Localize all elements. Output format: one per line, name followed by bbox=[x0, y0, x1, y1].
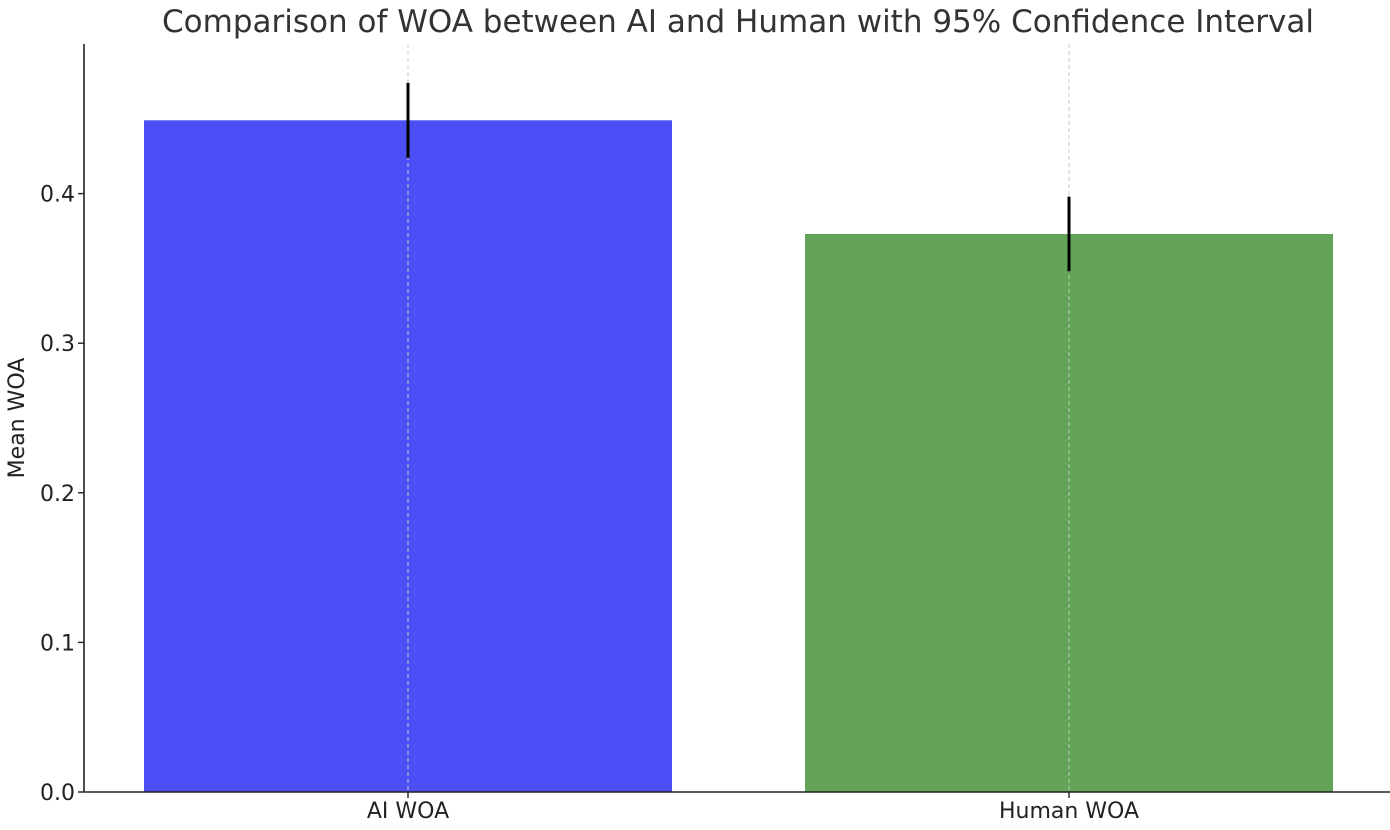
chart-title: Comparison of WOA between AI and Human w… bbox=[162, 4, 1314, 40]
bars-group bbox=[144, 120, 1333, 792]
y-tick-label: 0.4 bbox=[40, 183, 75, 208]
y-axis-label: Mean WOA bbox=[5, 358, 30, 479]
bar-ai-woa bbox=[144, 120, 672, 792]
y-tick-label: 0.1 bbox=[40, 631, 75, 656]
y-ticks-group: 0.0 0.1 0.2 0.3 0.4 bbox=[40, 183, 84, 806]
error-bars-group bbox=[406, 82, 1071, 272]
y-tick-label: 0.2 bbox=[40, 482, 75, 507]
axes-group bbox=[83, 44, 1390, 793]
y-tick-label: 0.0 bbox=[40, 781, 75, 806]
grid-lines bbox=[407, 44, 1070, 792]
x-ticks-group: AI WOA Human WOA bbox=[367, 792, 1139, 824]
x-tick-label-human-woa: Human WOA bbox=[999, 799, 1139, 824]
x-tick-label-ai-woa: AI WOA bbox=[367, 799, 449, 824]
y-tick-label: 0.3 bbox=[40, 332, 75, 357]
